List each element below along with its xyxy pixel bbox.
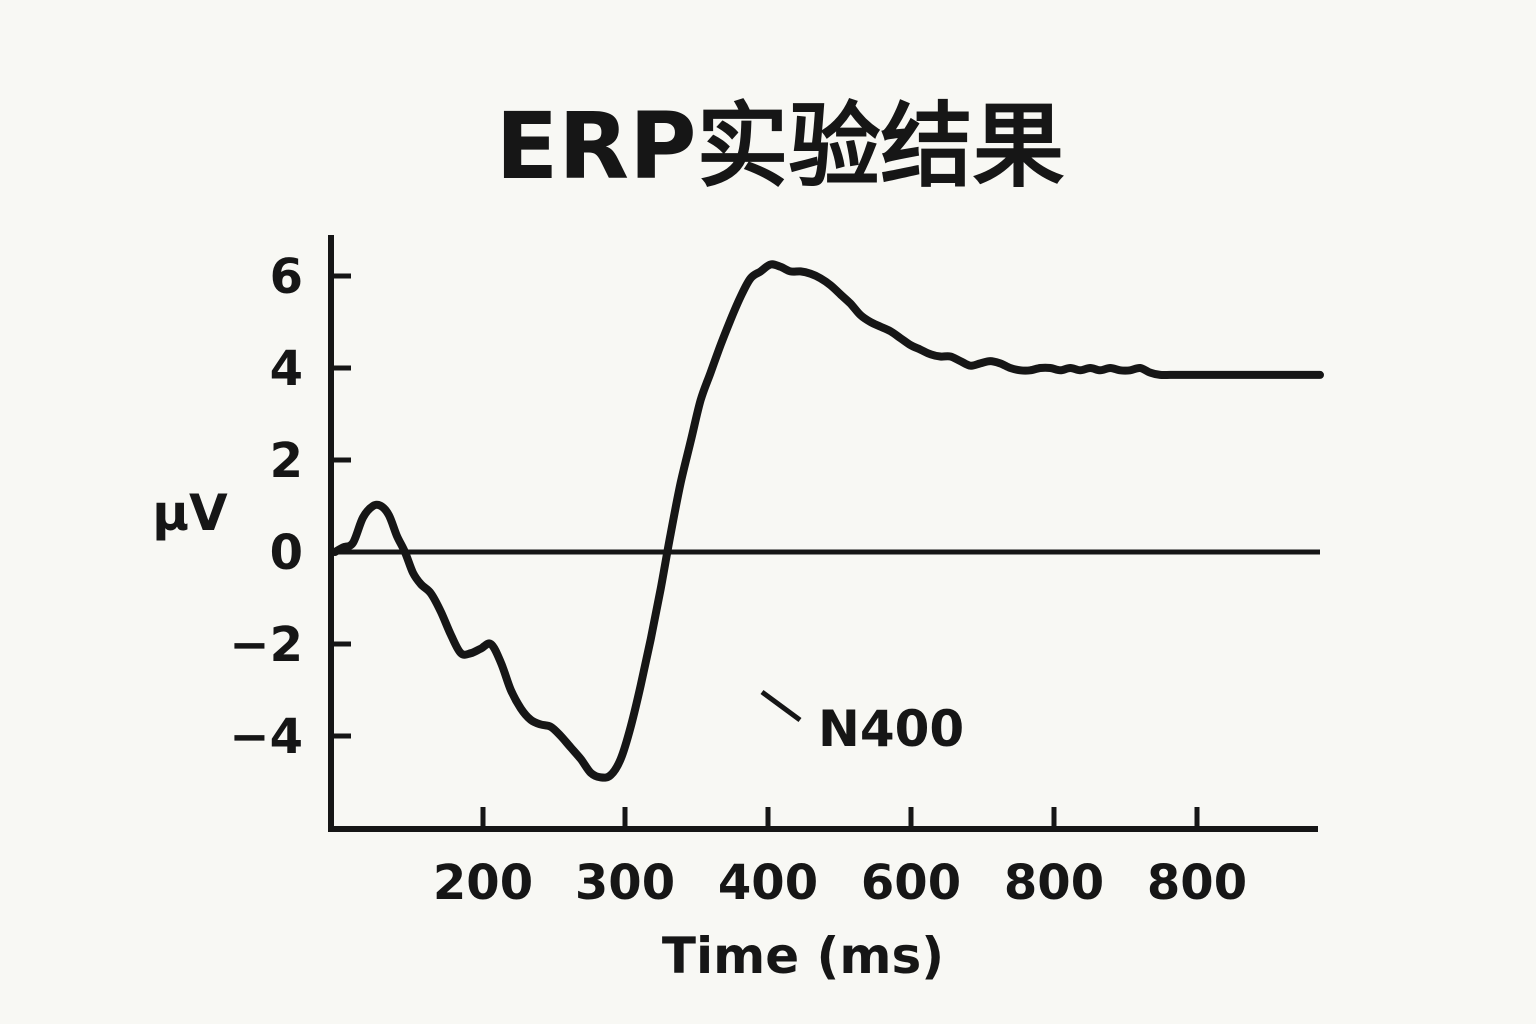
- y-tick-label: 0: [270, 525, 303, 581]
- erp-waveform-line: [331, 260, 1324, 782]
- y-tick-label: 6: [270, 249, 303, 305]
- n400-annotation: N400: [818, 700, 964, 758]
- x-ticks: 200 300 400 600 800 800: [433, 807, 1247, 911]
- x-tick-label: 300: [575, 855, 675, 911]
- x-tick-label: 200: [433, 855, 533, 911]
- chart-title: ERP实验结果: [495, 93, 1064, 200]
- y-tick-label: −4: [229, 709, 303, 765]
- x-axis-label: Time (ms): [662, 927, 944, 985]
- y-tick-label: 2: [270, 433, 303, 489]
- y-axis-label: μV: [152, 484, 228, 542]
- y-tick-label: −2: [229, 617, 303, 673]
- y-tick-label: 4: [270, 341, 303, 397]
- x-tick-label: 800: [1147, 855, 1247, 911]
- n400-leader-line: [760, 689, 802, 723]
- x-tick-label: 600: [861, 855, 961, 911]
- y-ticks: 6 4 2 0 −2 −4: [229, 249, 351, 765]
- x-tick-label: 800: [1004, 855, 1104, 911]
- x-tick-label: 400: [718, 855, 818, 911]
